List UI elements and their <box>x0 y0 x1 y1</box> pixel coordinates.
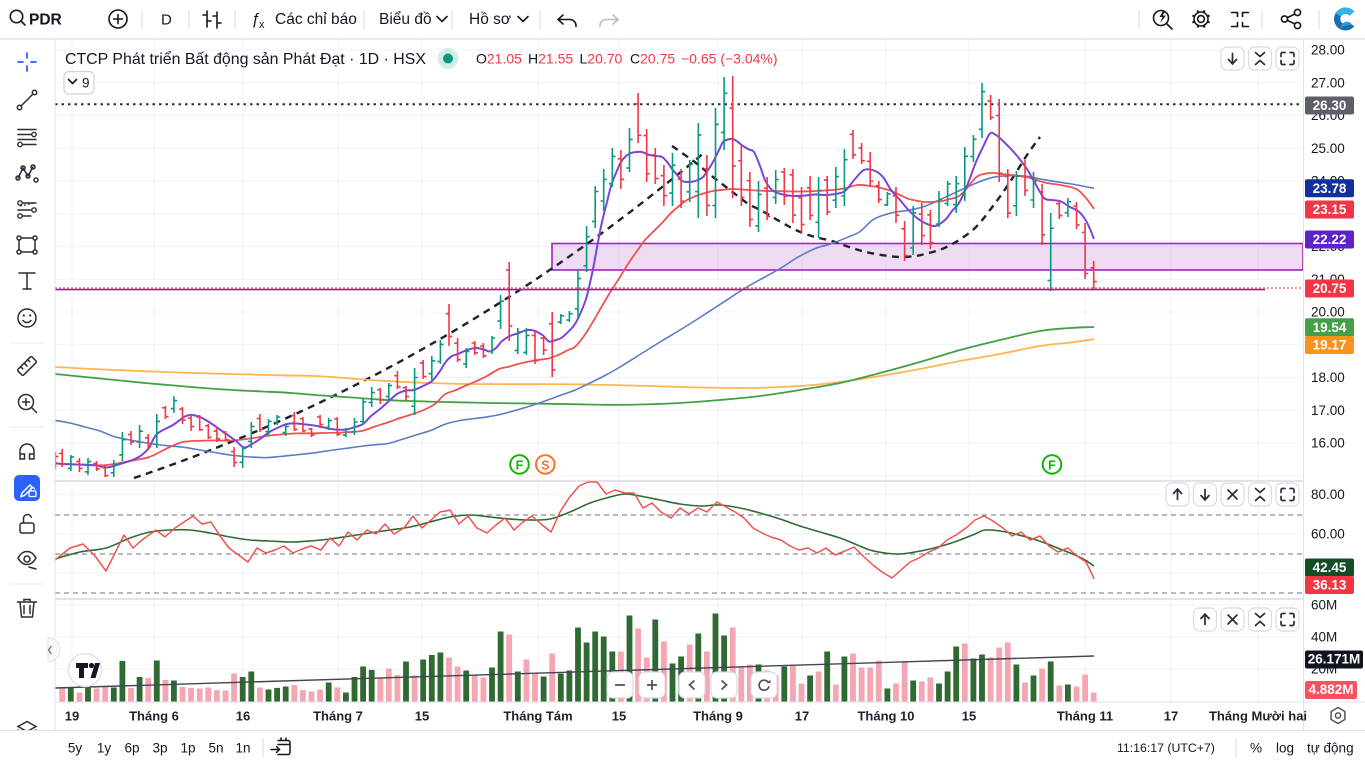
svg-text:F: F <box>516 458 524 472</box>
svg-text:Tháng Mười hai: Tháng Mười hai <box>1209 709 1307 724</box>
svg-text:28.00: 28.00 <box>1311 43 1345 58</box>
svg-text:23.15: 23.15 <box>1313 202 1347 217</box>
svg-text:Tháng 10: Tháng 10 <box>857 709 914 724</box>
svg-text:11:16:17 (UTC+7): 11:16:17 (UTC+7) <box>1117 741 1215 755</box>
svg-text:17: 17 <box>1164 709 1178 724</box>
svg-text:CTCP Phát triển Bất động sản P: CTCP Phát triển Bất động sản Phát Đạt · … <box>65 50 426 68</box>
svg-text:15: 15 <box>415 709 429 724</box>
svg-text:22.22: 22.22 <box>1313 232 1347 247</box>
svg-text:Tháng 6: Tháng 6 <box>129 709 179 724</box>
svg-text:D: D <box>161 12 172 29</box>
svg-text:1y: 1y <box>97 741 112 756</box>
svg-text:log: log <box>1276 741 1294 756</box>
svg-text:40M: 40M <box>1311 630 1337 645</box>
svg-text:Biểu đồ: Biểu đồ <box>379 11 432 28</box>
svg-text:19: 19 <box>65 709 79 724</box>
svg-text:16.00: 16.00 <box>1311 436 1345 451</box>
svg-text:Hồ sơ: Hồ sơ <box>469 11 511 28</box>
svg-text:18.00: 18.00 <box>1311 370 1345 385</box>
svg-text:26.171M: 26.171M <box>1308 652 1361 667</box>
svg-text:F: F <box>1048 458 1056 472</box>
svg-text:−0.65 (−3.04%): −0.65 (−3.04%) <box>681 51 778 67</box>
svg-text:26.30: 26.30 <box>1313 98 1347 113</box>
svg-text:20.00: 20.00 <box>1311 305 1345 320</box>
svg-text:20.75: 20.75 <box>1313 281 1347 296</box>
svg-text:PDR: PDR <box>29 12 62 29</box>
svg-text:15: 15 <box>612 709 626 724</box>
svg-text:%: % <box>1250 741 1262 756</box>
svg-text:17.00: 17.00 <box>1311 403 1345 418</box>
svg-text:O21.05: O21.05 <box>476 51 522 67</box>
svg-text:ƒ: ƒ <box>251 11 260 28</box>
svg-text:25.00: 25.00 <box>1311 141 1345 156</box>
svg-text:60.00: 60.00 <box>1311 526 1345 541</box>
svg-text:36.13: 36.13 <box>1313 578 1347 593</box>
svg-text:15: 15 <box>962 709 976 724</box>
svg-text:23.78: 23.78 <box>1313 181 1347 196</box>
svg-text:S: S <box>541 458 549 472</box>
svg-text:L20.70: L20.70 <box>580 51 623 67</box>
svg-text:42.45: 42.45 <box>1313 560 1347 575</box>
svg-text:60M: 60M <box>1311 598 1337 613</box>
svg-text:Các chỉ báo: Các chỉ báo <box>275 11 357 28</box>
svg-text:3p: 3p <box>152 741 167 756</box>
svg-text:17: 17 <box>795 709 809 724</box>
svg-text:27.00: 27.00 <box>1311 75 1345 90</box>
svg-text:1n: 1n <box>235 741 250 756</box>
svg-text:tự động: tự động <box>1307 741 1354 756</box>
svg-text:16: 16 <box>236 709 250 724</box>
svg-text:80.00: 80.00 <box>1311 487 1345 502</box>
svg-text:6p: 6p <box>124 741 139 756</box>
svg-text:1p: 1p <box>180 741 195 756</box>
svg-text:H21.55: H21.55 <box>528 51 573 67</box>
svg-text:4.882M: 4.882M <box>1308 682 1353 697</box>
svg-text:5y: 5y <box>68 741 83 756</box>
svg-text:9: 9 <box>82 76 90 91</box>
svg-text:19.17: 19.17 <box>1313 338 1347 353</box>
svg-text:19.54: 19.54 <box>1313 320 1347 335</box>
svg-text:Tháng 7: Tháng 7 <box>313 709 363 724</box>
svg-text:C20.75: C20.75 <box>630 51 675 67</box>
svg-text:Tháng Tám: Tháng Tám <box>503 709 572 724</box>
svg-text:Tháng 11: Tháng 11 <box>1057 709 1113 724</box>
svg-text:x: x <box>259 19 265 31</box>
svg-text:Tháng 9: Tháng 9 <box>693 709 743 724</box>
svg-text:5n: 5n <box>208 741 223 756</box>
